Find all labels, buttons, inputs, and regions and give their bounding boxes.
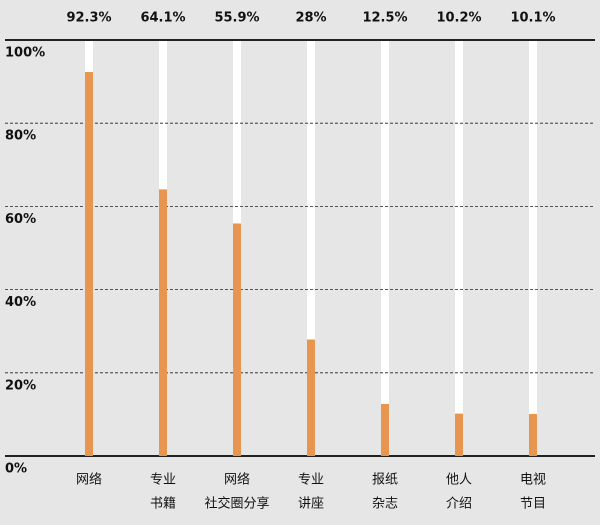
x-tick-label: 网络 (224, 472, 250, 488)
y-tick-label: 20% (5, 378, 36, 393)
x-tick-label: 专业 (150, 473, 176, 488)
x-tick-label: 社交圈分享 (204, 496, 269, 512)
y-tick-label: 100% (5, 46, 45, 61)
value-label: 10.2% (436, 11, 481, 26)
bar (159, 189, 167, 456)
x-tick-label: 专业 (298, 473, 324, 488)
bar (381, 404, 389, 456)
y-tick-label: 40% (5, 295, 36, 310)
x-tick-label: 电视 (520, 473, 546, 488)
bar (85, 72, 93, 457)
bar (233, 223, 241, 456)
value-label: 28% (295, 11, 326, 26)
value-label: 10.1% (510, 11, 555, 26)
x-tick-label: 网络 (76, 472, 102, 488)
value-label: 64.1% (140, 11, 185, 26)
bar-track (381, 40, 389, 456)
y-tick-label: 80% (5, 129, 36, 144)
x-tick-label: 报纸 (372, 473, 398, 488)
bar (307, 339, 315, 456)
y-tick-label: 0% (5, 462, 27, 477)
y-tick-label: 60% (5, 212, 36, 227)
bar (455, 413, 463, 456)
x-tick-label: 杂志 (372, 497, 398, 512)
x-tick-label: 他人 (446, 473, 472, 488)
x-tick-label: 书籍 (150, 496, 176, 512)
x-tick-label: 节目 (520, 497, 546, 512)
value-label: 12.5% (362, 11, 407, 26)
bar-track (529, 40, 537, 456)
bar-track (455, 40, 463, 456)
bar (529, 413, 537, 456)
value-label: 92.3% (66, 11, 111, 26)
x-tick-label: 讲座 (298, 497, 324, 512)
x-tick-label: 介绍 (446, 497, 472, 512)
bar-track (307, 40, 315, 456)
value-label: 55.9% (214, 11, 259, 26)
